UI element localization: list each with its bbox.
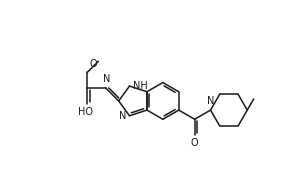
Text: N: N (103, 74, 110, 84)
Text: O: O (89, 59, 97, 69)
Text: N: N (119, 111, 126, 121)
Text: HO: HO (78, 107, 93, 117)
Text: N: N (207, 96, 214, 106)
Text: NH: NH (133, 81, 148, 91)
Text: O: O (191, 138, 198, 148)
